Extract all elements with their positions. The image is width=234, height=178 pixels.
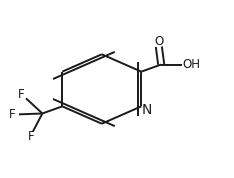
Text: F: F: [28, 130, 34, 143]
Text: N: N: [141, 103, 152, 117]
Text: O: O: [154, 35, 164, 48]
Text: OH: OH: [182, 58, 200, 71]
Text: F: F: [18, 88, 24, 101]
Text: F: F: [9, 108, 16, 121]
